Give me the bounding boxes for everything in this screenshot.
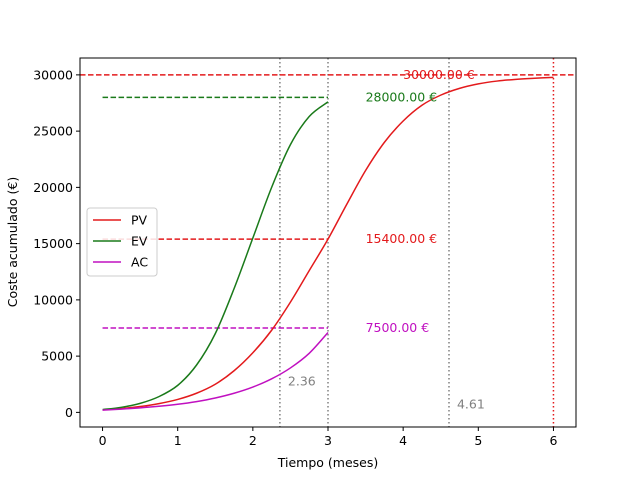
- x-axis-label: Tiempo (meses): [277, 455, 378, 470]
- y-tick-label-1: 5000: [41, 349, 73, 364]
- series-lines: [102, 76, 554, 411]
- hline-label-2: 15400.00 €: [366, 231, 438, 246]
- y-tick-label-4: 20000: [33, 180, 73, 195]
- annotation-labels: 2.36 4.61 30000.00 € 28000.00 € 15400.00 € 75…: [288, 67, 485, 412]
- legend: PV EV AC: [86, 207, 158, 277]
- y-tick-label-3: 15000: [33, 236, 73, 251]
- series-line-ev: [102, 101, 329, 411]
- x-tick-label-3: 3: [324, 433, 332, 448]
- x-tick-label-0: 0: [99, 433, 107, 448]
- x-tick-label-2: 2: [249, 433, 257, 448]
- y-tick-label-2: 10000: [33, 292, 73, 307]
- vline-label-2: 4.61: [457, 396, 485, 411]
- y-tick-label-6: 30000: [33, 67, 73, 82]
- series-line-ac: [102, 331, 329, 411]
- hline-label-1: 28000.00 €: [366, 89, 438, 104]
- hline-label-0: 30000.00 €: [403, 67, 475, 82]
- vline-label-0: 2.36: [288, 373, 316, 388]
- x-axis: 0 1 2 3 4 5 6: [99, 427, 557, 448]
- x-tick-label-1: 1: [174, 433, 182, 448]
- legend-label-ev: EV: [131, 234, 148, 249]
- legend-label-pv: PV: [131, 213, 148, 228]
- x-tick-label-6: 6: [549, 433, 557, 448]
- x-tick-label-5: 5: [474, 433, 482, 448]
- hline-label-3: 7500.00 €: [366, 320, 430, 335]
- y-axis-label: Coste acumulado (€): [5, 177, 20, 307]
- series-line-pv: [102, 76, 554, 411]
- horizontal-reference-lines: [80, 74, 576, 329]
- legend-label-ac: AC: [131, 255, 148, 270]
- x-tick-label-4: 4: [399, 433, 407, 448]
- legend-box: [86, 207, 158, 277]
- vertical-reference-lines: [279, 58, 555, 427]
- y-tick-label-0: 0: [65, 405, 73, 420]
- y-axis: 0 5000 10000 15000 20000 25000 30000: [33, 67, 80, 420]
- y-tick-label-5: 25000: [33, 124, 73, 139]
